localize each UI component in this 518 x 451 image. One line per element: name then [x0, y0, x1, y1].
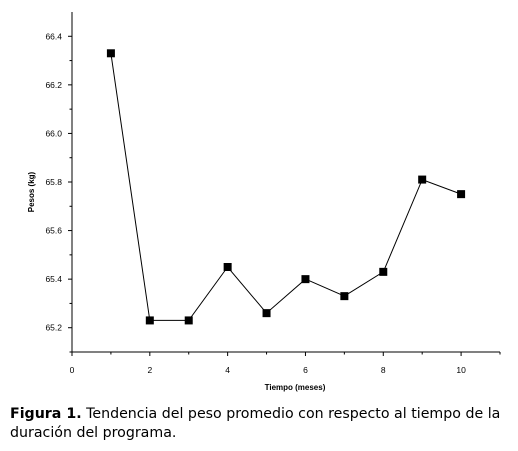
x-tick-label: 8 — [381, 365, 386, 375]
y-tick-label: 65.4 — [45, 274, 62, 284]
data-point-marker — [184, 316, 193, 325]
line-chart: 0 2 4 6 8 10 65.2 65.4 65.6 65.8 66.0 66.2 66.4 Tie… — [27, 12, 501, 392]
y-tick-label: 65.2 — [45, 323, 62, 333]
y-tick-label: 65.6 — [45, 226, 62, 236]
x-tick-label: 0 — [70, 365, 75, 375]
data-point-marker — [379, 267, 388, 276]
y-tick-label: 66.2 — [45, 80, 62, 90]
axes — [71, 12, 500, 353]
y-axis-title: Pesos (kg) — [27, 171, 36, 212]
x-tick-label: 6 — [303, 365, 308, 375]
figure-caption-label: Figura 1. — [10, 406, 82, 422]
data-point-marker — [340, 292, 349, 301]
x-tick-label: 10 — [456, 365, 466, 375]
data-point-marker — [145, 316, 154, 325]
figure-caption-text: Tendencia del peso promedio con respecto… — [10, 406, 501, 441]
x-tick-label: 4 — [225, 365, 230, 375]
x-tick-label: 2 — [147, 365, 152, 375]
series-group — [106, 49, 466, 325]
data-point-marker — [457, 190, 466, 199]
data-point-marker — [262, 309, 271, 318]
x-axis-title: Tiempo (meses) — [265, 383, 326, 392]
x-axis-ticks: 0 2 4 6 8 10 — [70, 352, 501, 375]
data-point-marker — [418, 175, 427, 184]
data-point-marker — [301, 275, 310, 284]
figure-caption: Figura 1. Tendencia del peso promedio co… — [10, 405, 514, 443]
y-tick-label: 66.4 — [45, 31, 62, 41]
data-point-marker — [223, 263, 232, 271]
data-point-marker — [106, 49, 115, 58]
y-tick-label: 66.0 — [45, 128, 62, 138]
y-axis-ticks: 65.2 65.4 65.6 65.8 66.0 66.2 66.4 — [45, 31, 72, 353]
y-tick-label: 65.8 — [45, 177, 62, 187]
series-line — [110, 53, 462, 321]
